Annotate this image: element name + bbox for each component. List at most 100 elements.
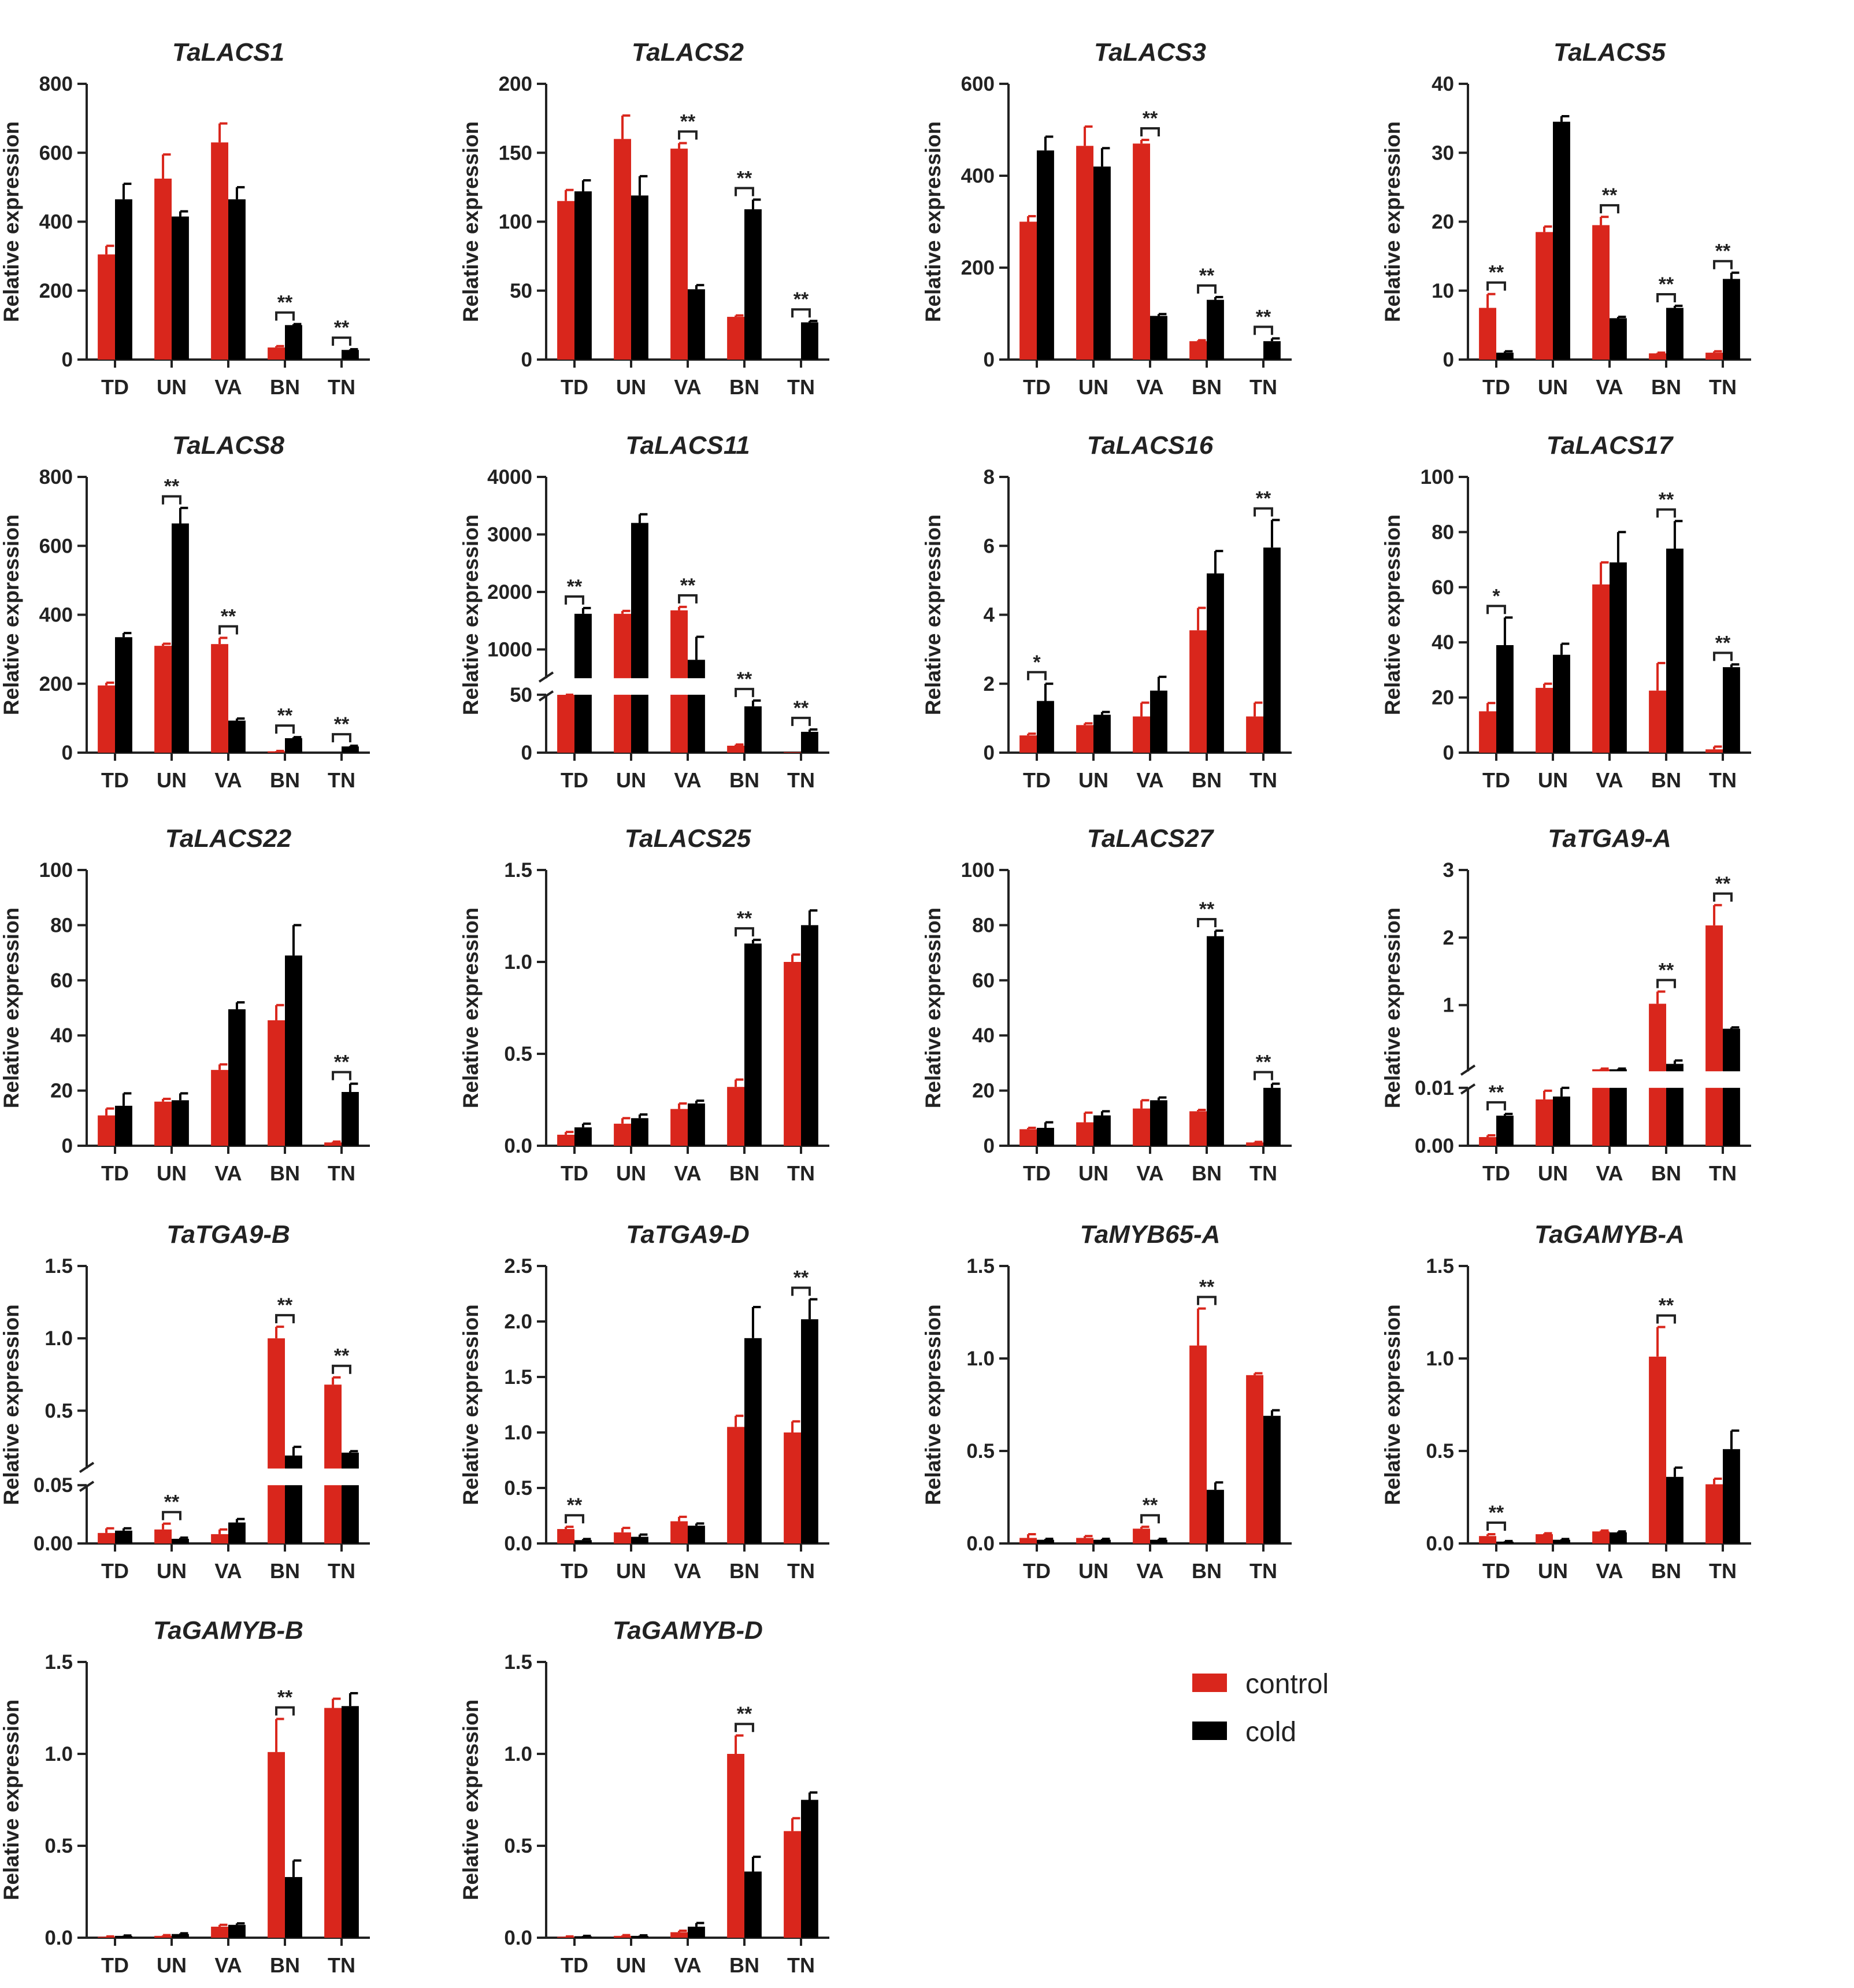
x-tick-label: TN (787, 768, 815, 792)
bar-bn-control (727, 317, 744, 360)
y-tick-label: 2.5 (504, 1255, 532, 1278)
bar-va-cold (688, 1926, 705, 1938)
y-tick-label: 1000 (487, 638, 532, 661)
x-tick-label: VA (674, 1559, 701, 1583)
y-tick-label: 200 (499, 73, 532, 95)
bar-va-cold (688, 660, 705, 753)
y-tick-label: 100 (1421, 466, 1454, 488)
bar-va-control (670, 1932, 688, 1938)
x-tick-label: UN (616, 1953, 646, 1977)
y-tick-label: 1.5 (45, 1255, 73, 1278)
x-tick-label: UN (616, 1161, 646, 1185)
significance-bracket (565, 595, 584, 605)
significance-bracket (1254, 325, 1273, 335)
significance-label: ** (164, 476, 180, 498)
bar-va-cold (1150, 690, 1167, 753)
significance-bracket (162, 1511, 181, 1520)
bar-tn-cold (801, 1319, 818, 1543)
significance-bracket (1197, 284, 1217, 294)
significance-label: ** (793, 1267, 809, 1289)
bar-bn-control (1189, 341, 1207, 360)
y-axis-label: Relative expression (459, 1304, 483, 1505)
bar-va-cold (1150, 1100, 1167, 1146)
significance-bracket (162, 495, 181, 505)
bar-bn-cold (744, 209, 762, 360)
x-tick-label: TD (561, 1161, 588, 1185)
bar-un-cold (631, 523, 648, 753)
y-tick-label: 0 (62, 349, 73, 371)
chart-tatga9-a: TaTGA9-A Relative expression 0.00 0.01 1 2 3 TD… (1381, 824, 1751, 1185)
y-tick-label: 200 (961, 257, 995, 279)
axis-break-mark (79, 1461, 95, 1474)
significance-label: ** (1489, 262, 1504, 284)
chart-title: TaLACS1 (172, 38, 284, 66)
x-tick-label: TD (1023, 768, 1051, 792)
bar-un-cold (1553, 654, 1570, 753)
x-tick-label: TN (328, 768, 355, 792)
y-tick-label: 0.0 (504, 1927, 532, 1949)
significance-label: ** (1199, 898, 1215, 920)
y-axis-label: Relative expression (921, 1304, 945, 1505)
bar-bn-cold (1207, 573, 1224, 753)
bar-va-cold (1150, 1539, 1167, 1543)
bar-tn-control (324, 1384, 342, 1543)
y-tick-label: 1.0 (1426, 1347, 1454, 1370)
bar-break-gap (323, 1468, 343, 1486)
y-tick-label: 60 (1432, 576, 1454, 599)
bar-un-control (1536, 232, 1553, 360)
bar-bn-cold (1666, 549, 1684, 753)
bar-bn-control (268, 347, 285, 360)
significance-bracket (1656, 293, 1676, 302)
bar-bn-control (268, 1338, 285, 1543)
chart-tagamyb-d: TaGAMYB-D Relative expression 0.0 0.5 1.0 1.5… (459, 1616, 829, 1977)
x-tick-label: TD (561, 375, 588, 399)
bar-td-cold (1037, 150, 1054, 360)
significance-label: * (1492, 585, 1500, 607)
legend-label-cold: cold (1245, 1717, 1296, 1748)
x-tick-label: BN (1192, 1161, 1222, 1185)
significance-label: ** (567, 1494, 583, 1516)
x-tick-label: VA (214, 768, 242, 792)
bar-bn-cold (285, 1877, 302, 1938)
y-tick-label: 1.0 (966, 1347, 995, 1370)
bar-va-cold (228, 1924, 246, 1938)
x-tick-label: UN (1538, 1161, 1568, 1185)
x-tick-label: TN (787, 375, 815, 399)
chart-talacs1: TaLACS1 Relative expression 0 200 400 600 800 T… (0, 38, 370, 399)
significance-label: * (1033, 651, 1041, 673)
x-tick-label: TN (1709, 375, 1737, 399)
bar-un-cold (172, 1538, 189, 1543)
x-tick-label: BN (729, 375, 759, 399)
bar-bn-cold (1666, 308, 1684, 360)
bar-tn-cold (1263, 1416, 1281, 1543)
significance-bracket (1713, 892, 1733, 902)
y-tick-label: 1.5 (504, 1651, 532, 1674)
y-tick-label: 1.5 (504, 1366, 532, 1389)
x-tick-label: UN (157, 1559, 187, 1583)
y-tick-label: 0.5 (504, 1477, 532, 1500)
chart-talacs2: TaLACS2 Relative expression 0 50 100 150 200 TD… (459, 38, 829, 399)
bar-td-cold (574, 1540, 592, 1543)
y-tick-label: 80 (50, 914, 73, 936)
chart-title: TaLACS16 (1087, 431, 1214, 460)
y-tick-label: 40 (1432, 73, 1454, 95)
bar-td-cold (1496, 645, 1514, 753)
bar-un-control (614, 1532, 631, 1543)
bar-va-cold (688, 1103, 705, 1146)
significance-bracket (1197, 1295, 1217, 1305)
x-tick-label: BN (729, 1953, 759, 1977)
bar-tn-cold (1723, 279, 1740, 360)
bar-un-control (1536, 1099, 1553, 1146)
bar-va-cold (1610, 1532, 1627, 1543)
bar-va-control (670, 1521, 688, 1543)
significance-label: ** (567, 576, 583, 598)
bar-va-control (1592, 584, 1610, 753)
bar-va-cold (1150, 316, 1167, 360)
x-tick-label: TN (328, 1161, 355, 1185)
bar-tn-control (1705, 749, 1723, 753)
x-tick-label: TD (561, 1953, 588, 1977)
bar-break-gap (1665, 1071, 1685, 1088)
x-tick-label: TN (328, 1559, 355, 1583)
bar-tn-control (784, 751, 801, 753)
y-tick-label: 3000 (487, 523, 532, 546)
